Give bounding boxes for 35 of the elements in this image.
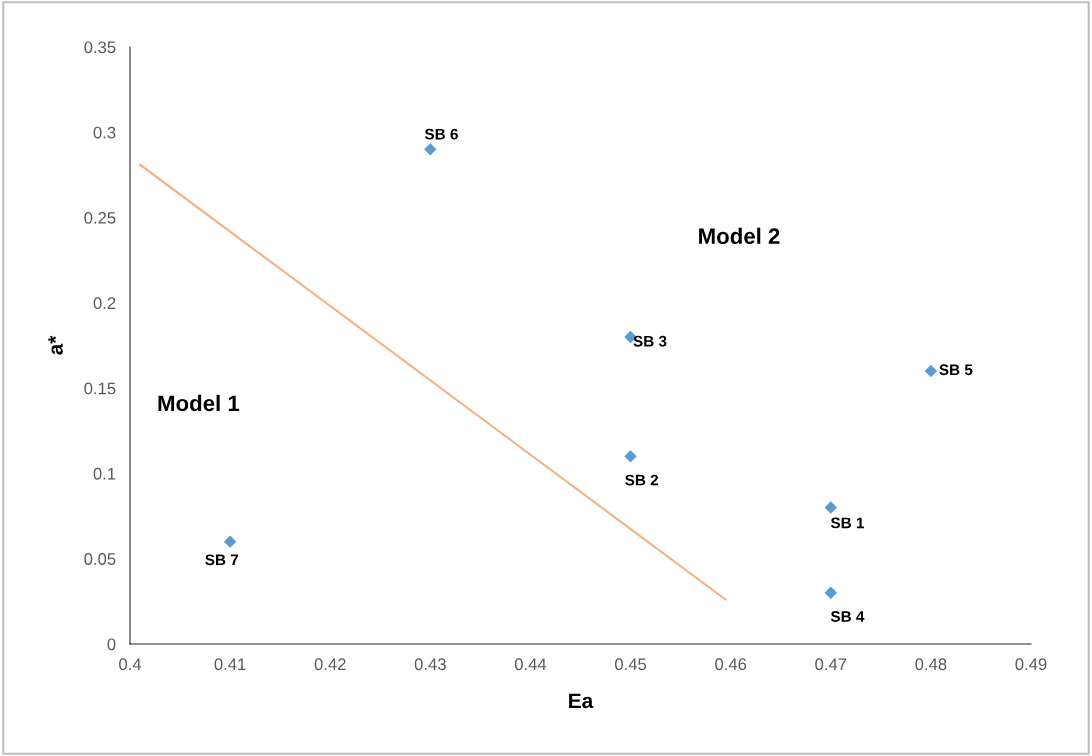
x-tick-label: 0.46: [715, 658, 747, 671]
point: [824, 501, 837, 514]
annotation: SB 5: [939, 364, 973, 376]
y-tick-label: 0.05: [84, 553, 116, 565]
y-tick-label: 0.15: [84, 382, 116, 395]
x-tick-label: 0.45: [614, 658, 647, 671]
y-tick-label: 0.2: [93, 297, 116, 310]
x-tick-label: 0.42: [314, 658, 346, 671]
x-tick-label: 0.4: [119, 658, 142, 671]
x-tick-label: 0.41: [214, 658, 246, 671]
annotation: SB 2: [625, 474, 659, 486]
y-tick-label: 0.1: [93, 467, 116, 480]
point: [424, 143, 437, 156]
x-axis-title: Ea: [569, 693, 594, 709]
annotation: SB 7: [205, 554, 239, 566]
annotation: Model 2: [699, 227, 780, 245]
annotation: SB 4: [830, 611, 865, 622]
y-tick-label: 0.35: [84, 41, 116, 54]
y-tick-label: 0.3: [93, 126, 116, 139]
x-tick-label: 0.49: [1015, 658, 1047, 671]
x-tick-label: 0.44: [514, 658, 547, 671]
point: [824, 586, 837, 600]
annotation: SB 6: [424, 128, 458, 140]
x-tick-label: 0.47: [815, 658, 847, 671]
x-tick-label: 0.43: [414, 658, 446, 671]
annotation: Model 1: [158, 394, 240, 412]
y-tick-label: 0: [107, 638, 116, 651]
y-tick-label: 0.25: [84, 211, 116, 224]
point: [223, 535, 237, 548]
y-axis-title: a*: [48, 335, 63, 355]
point: [624, 450, 637, 463]
annotation: SB 1: [830, 517, 864, 529]
point: [924, 364, 938, 378]
x-tick-label: 0.48: [915, 658, 947, 671]
annotation: SB 3: [633, 335, 667, 347]
